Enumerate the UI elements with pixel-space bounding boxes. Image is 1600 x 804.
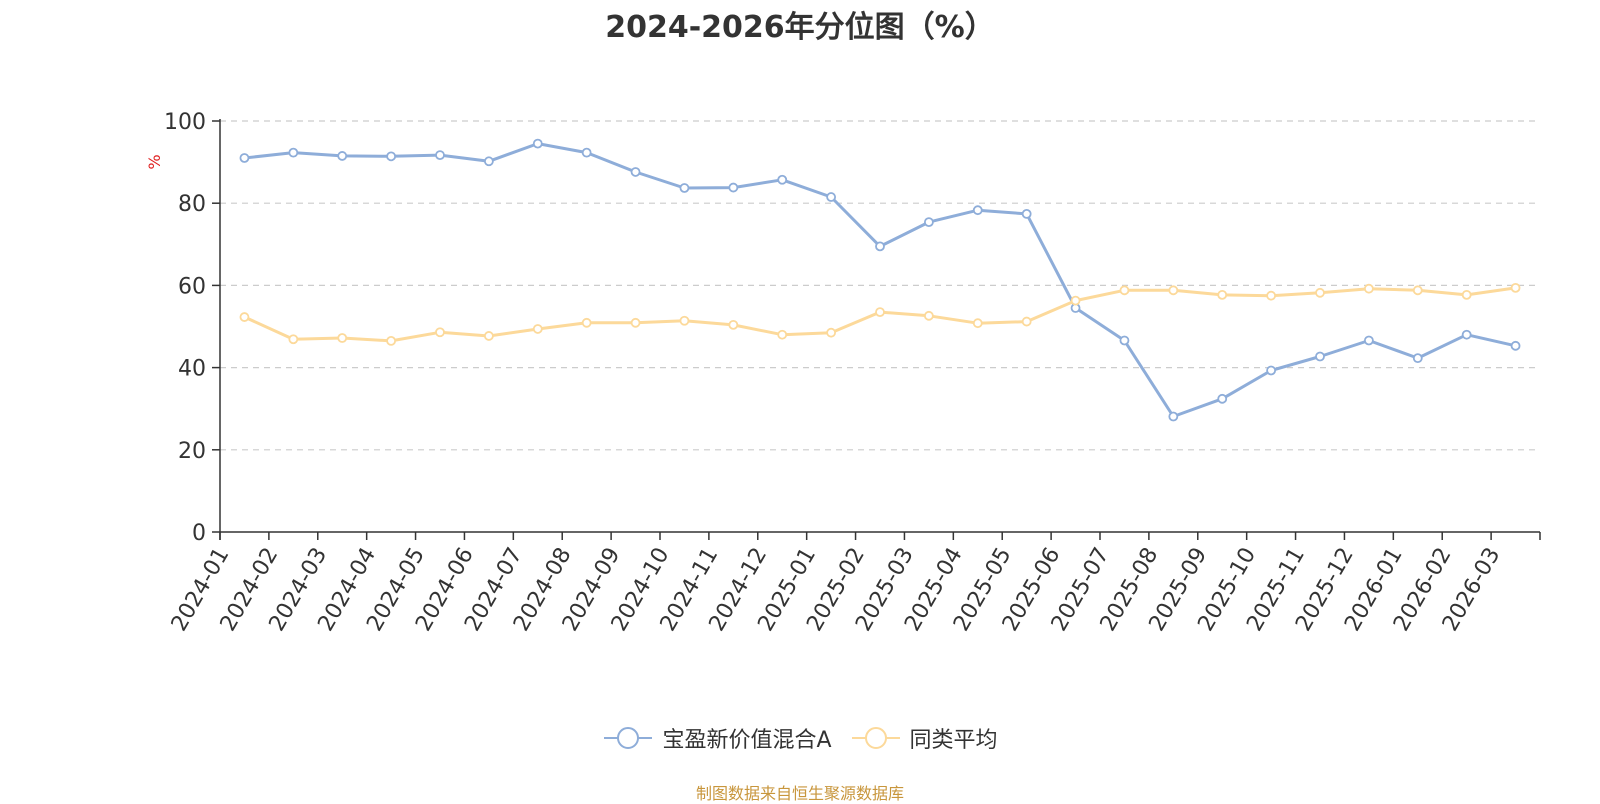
series-line-1 <box>244 142 1516 418</box>
data-point <box>386 335 397 346</box>
data-point <box>288 147 299 158</box>
data-point <box>1119 285 1130 296</box>
data-point <box>777 174 788 185</box>
data-point <box>483 331 494 341</box>
data-point <box>679 183 690 193</box>
data-point <box>1412 285 1423 296</box>
data-point <box>337 333 348 343</box>
chart-title: 2024-2026年分位图（%） <box>605 10 995 45</box>
data-point <box>581 147 592 158</box>
data-point <box>532 138 543 149</box>
data-point <box>239 153 250 163</box>
data-point <box>1168 411 1179 422</box>
data-point <box>435 327 445 338</box>
data-point <box>728 319 739 330</box>
data-point <box>435 150 445 161</box>
legend-marker-1 <box>604 727 653 749</box>
legend-marker-2 <box>851 727 900 749</box>
data-point <box>1510 340 1521 351</box>
data-point <box>483 156 494 167</box>
data-point <box>1363 335 1374 346</box>
data-point <box>826 192 837 202</box>
data-point <box>1119 335 1130 346</box>
data-point <box>728 182 739 193</box>
data-point <box>532 324 543 334</box>
data-point <box>630 167 641 177</box>
data-point <box>972 318 983 329</box>
source-note: 制图数据来自恒生聚源数据库 <box>695 784 904 803</box>
data-point <box>923 310 934 321</box>
data-point <box>826 327 837 338</box>
data-point <box>875 241 885 252</box>
legend-label: 宝盈新价值混合A <box>662 728 832 753</box>
data-point <box>1363 283 1374 294</box>
data-point <box>1070 295 1081 306</box>
legend-item-series-2[interactable]: 同类平均 <box>850 722 998 754</box>
y-axis-label: % <box>145 154 164 169</box>
data-point <box>1461 329 1472 340</box>
data-point <box>288 334 299 345</box>
data-point <box>1021 208 1032 219</box>
y-tick-label: 0 <box>192 521 206 546</box>
y-tick-label: 20 <box>178 439 206 464</box>
data-point <box>239 312 250 322</box>
data-point <box>1021 316 1032 327</box>
data-point <box>1217 393 1228 404</box>
legend-label: 同类平均 <box>909 728 998 753</box>
legend-item-series-1[interactable]: 宝盈新价值混合A <box>602 722 832 754</box>
data-point <box>337 151 348 161</box>
data-point <box>1510 282 1521 293</box>
data-point <box>972 205 983 216</box>
data-point <box>581 317 592 328</box>
data-point <box>777 329 788 340</box>
data-point <box>1412 353 1423 364</box>
data-point <box>1168 285 1179 296</box>
data-point <box>1315 351 1325 362</box>
data-point <box>875 307 885 318</box>
data-point <box>1266 290 1277 301</box>
y-tick-label: 100 <box>164 110 206 135</box>
data-point <box>1217 289 1228 300</box>
y-tick-label: 80 <box>178 192 206 217</box>
axis-layer: 0204060801002024-012024-022024-032024-04… <box>164 110 1541 636</box>
data-point <box>386 151 397 162</box>
y-tick-label: 40 <box>178 357 206 382</box>
legend: 宝盈新价值混合A 同类平均 <box>0 722 1600 754</box>
data-point <box>1266 365 1277 376</box>
data-point <box>923 217 934 228</box>
y-tick-label: 60 <box>178 274 206 299</box>
data-point <box>679 315 690 326</box>
data-point <box>630 317 641 328</box>
data-point <box>1461 289 1472 300</box>
series-layer <box>239 138 1521 422</box>
grid-layer <box>220 120 1540 451</box>
data-point <box>1315 287 1325 298</box>
